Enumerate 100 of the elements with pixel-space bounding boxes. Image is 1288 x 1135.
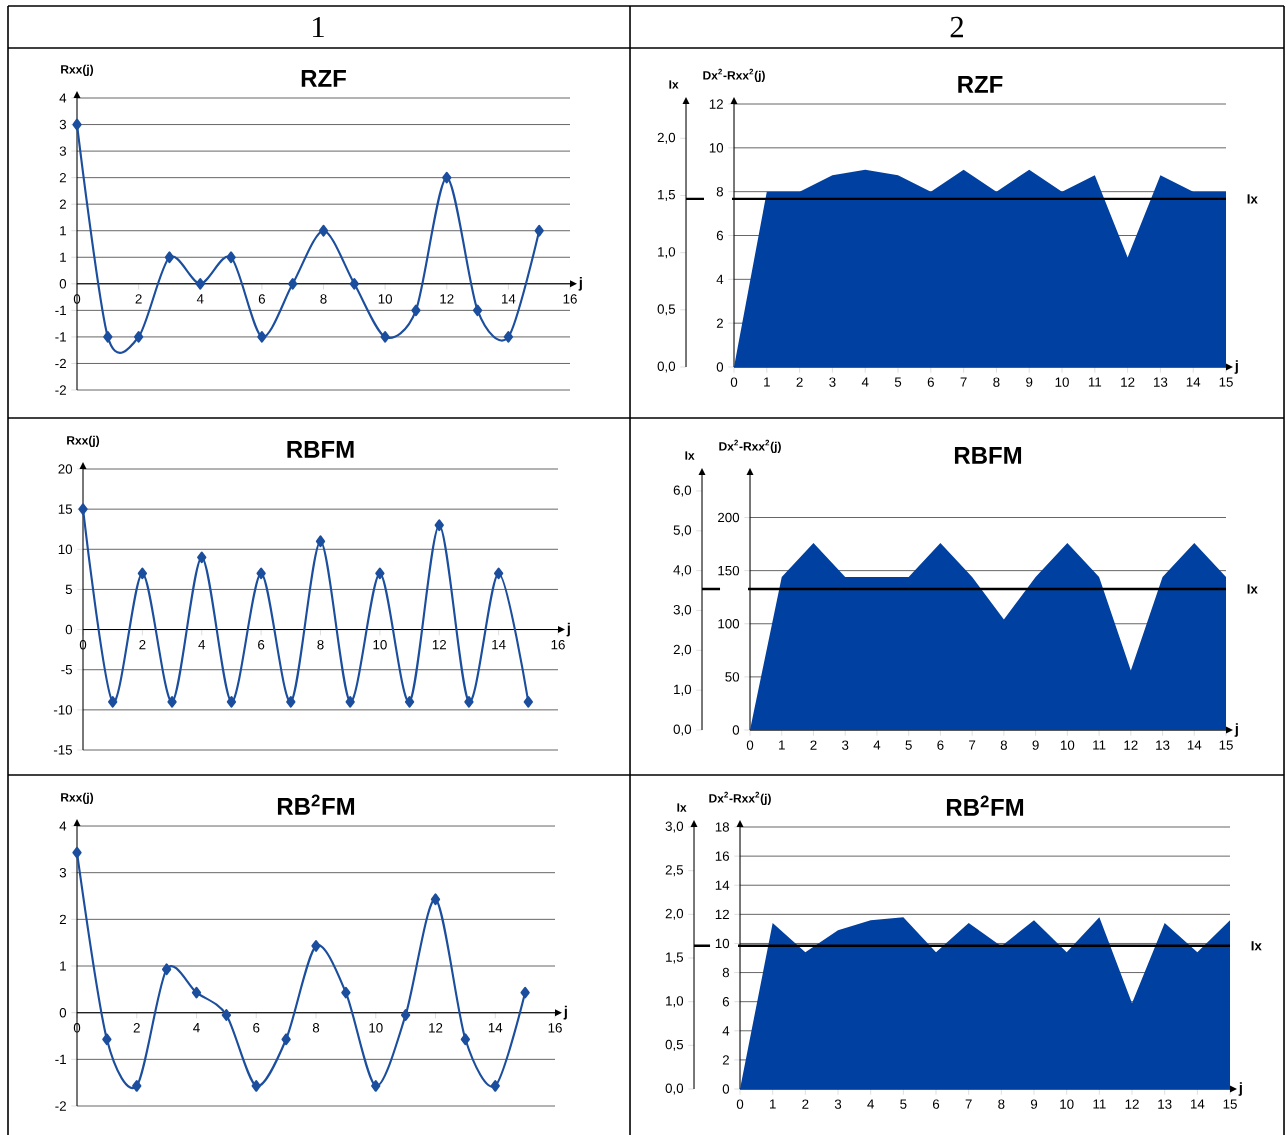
point [167,695,177,708]
point [197,551,207,564]
y-tick-label: 0 [722,1084,730,1094]
x-tick-label: 5 [905,740,912,750]
y-tick-label: -1 [55,305,66,315]
x-tick-label: 3 [834,1099,842,1109]
y2-tick-label: 3,0 [673,604,692,616]
y2-tick-label: 2,5 [665,865,684,877]
chart-title: RB$^{2}$FM [946,795,1024,816]
point [226,251,236,264]
x-tick-label: 1 [779,740,785,750]
point [341,986,351,999]
point [256,567,266,580]
y2-tick-label: 2,0 [665,908,684,920]
x-tick-label: 10 [1055,377,1069,387]
y-axis-title: Dx$^{2}$-Rxx$^{2}$(j) [709,791,771,805]
y-tick-label: 0 [65,624,73,635]
y-tick-label: 1 [60,252,66,262]
x-tick-label: 8 [317,639,324,650]
y2-axis-title: Ix [677,803,687,812]
x-tick-label: 8 [993,377,1000,387]
x-tick-label: 8 [998,1099,1005,1109]
x-tick-label: 12 [1121,377,1135,387]
point [195,277,205,290]
y-tick-label: -5 [61,665,73,675]
x-axis-title: j [1234,723,1238,737]
x-tick-label: 13 [1154,377,1168,387]
x-tick-label: 14 [1187,740,1202,750]
y-tick-label: 50 [725,672,740,682]
x-tick-label: 8 [320,294,327,304]
point [318,224,329,237]
y-tick-label: 10 [58,544,73,555]
y-tick-label: 3 [59,867,67,878]
chart-title: RB$^{2}$FM [277,794,355,815]
y2-tick-label: 1,5 [658,190,676,201]
point [375,567,385,580]
y2-tick-label: 4,0 [673,565,692,577]
x-tick-label: 5 [900,1099,907,1109]
x-tick-label: 11 [1093,1099,1106,1109]
x-tick-label: 15 [1219,740,1233,750]
y2-tick-label: 0,5 [657,304,676,316]
point [371,1080,381,1092]
x-tick-label: 4 [198,639,206,650]
y-tick-label: 15 [58,504,73,514]
x-tick-label: 12 [1124,740,1138,750]
point [400,1009,411,1021]
x-tick-label: 14 [492,639,506,650]
point [226,695,237,708]
x-tick-label: 10 [378,294,393,304]
y-tick-label: 6 [716,230,724,241]
y2-axis-title: Ix [669,80,679,89]
y2-tick-label: 0,5 [665,1039,684,1051]
y-axis-title: Rxx(j) [61,64,94,76]
x-tick-label: 11 [1093,740,1106,750]
x-axis-title: j [1234,360,1238,374]
y-tick-label: 18 [715,822,730,832]
point [520,986,530,999]
x-tick-label: 6 [937,740,944,750]
y2-tick-label: 1,0 [658,247,676,259]
x-tick-label: 3 [829,377,836,387]
point [534,224,544,237]
x-tick-label: 1 [764,377,770,387]
y-tick-label: 2 [59,914,66,924]
point [108,695,118,708]
y-tick-label: 14 [715,880,730,890]
point [490,1080,500,1092]
x-axis-title: j [578,276,582,291]
x-tick-label: 2 [139,639,146,650]
y2-tick-label: 0,0 [673,724,692,736]
x-tick-label: 9 [1030,1099,1038,1109]
x-tick-label: 7 [960,377,967,387]
x-tick-label: 6 [932,1099,940,1109]
x-tick-label: 6 [927,377,934,387]
y2-tick-label: 1,0 [674,684,692,696]
point [430,893,441,906]
x-tick-label: 7 [969,740,976,750]
x-tick-label: 12 [429,1023,443,1033]
y-tick-label: 12 [715,909,729,919]
text: 2 [950,16,963,38]
point [102,1033,112,1046]
x-tick-label: 10 [1060,740,1075,750]
y-tick-label: 16 [715,851,730,861]
x-tick-label: 15 [1219,377,1233,387]
x-tick-label: 0 [73,1023,81,1033]
y-tick-label: 200 [718,512,740,523]
point [133,331,144,343]
y-tick-label: 4 [716,274,724,284]
point [72,846,82,859]
y2-tick-label: 5,0 [673,525,692,537]
y2-tick-label: 0,0 [657,361,676,373]
x-tick-label: 2 [810,740,817,750]
y-axis-title: Rxx(j) [67,435,100,447]
chart-title: RBFM [954,447,1022,464]
x-tick-label: 14 [1186,377,1201,387]
ref-line-label: Ix [1251,941,1262,951]
chart-title: RZF [958,76,1003,93]
x-tick-label: 2 [802,1099,809,1109]
x-tick-label: 14 [488,1023,503,1033]
y-tick-label: 8 [722,967,730,978]
point [103,331,113,343]
